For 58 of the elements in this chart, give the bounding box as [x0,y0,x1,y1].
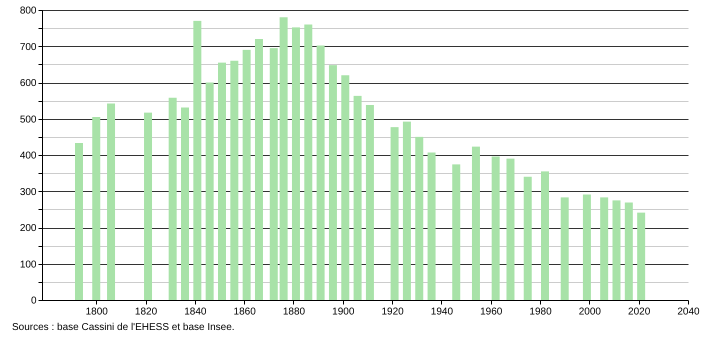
source-note: Sources : base Cassini de l'EHESS et base Insee. [12,322,235,333]
bar [402,122,411,300]
x-tick-label: 1840 [184,306,207,318]
bar [415,136,424,300]
bar [206,82,214,300]
y-tick-label: 100 [20,259,37,270]
bar [304,24,312,300]
y-tick-label: 600 [20,78,37,89]
bar [354,96,362,300]
bar [316,46,325,300]
x-tick-label: 1800 [86,306,108,318]
bar [218,62,226,300]
x-tick-label: 2000 [578,306,602,318]
bar [341,75,350,300]
bar [193,20,202,300]
y-tick-label: 200 [20,223,37,234]
y-tick-label: 700 [20,42,37,53]
bar [452,164,460,300]
bar [428,152,436,300]
x-tick-label: 2040 [677,306,700,318]
bar [612,200,620,300]
bar [292,27,300,300]
y-tick-label: 300 [20,186,37,198]
x-tick-label: 1880 [282,306,306,318]
bar [107,104,116,300]
bar [624,202,633,300]
bar [582,194,591,300]
y-tick-label: 400 [20,150,37,162]
bar [506,158,514,300]
x-tick-label: 1940 [430,306,454,318]
bar [600,197,608,300]
bar [74,143,83,300]
bar [366,104,374,300]
bar [144,112,152,300]
x-tick-label: 1960 [480,306,503,318]
bar [92,116,100,300]
x-tick-label: 1900 [332,306,355,318]
y-tick-label: 0 [30,296,37,306]
x-tick-label: 2020 [628,306,651,318]
bar [168,98,177,300]
bar [328,65,337,300]
bar [472,146,480,300]
bar [540,171,549,300]
bar [254,39,263,300]
bar [637,212,646,300]
bar [524,176,532,300]
y-tick-label: 500 [20,114,37,126]
x-tick-label: 1860 [234,306,256,318]
bar [242,50,251,300]
y-tick-label: 800 [20,6,37,16]
bar [230,60,238,300]
x-tick-label: 1980 [529,306,552,318]
bar [492,156,500,300]
x-tick-label: 1920 [381,306,404,318]
x-tick-label: 1820 [134,306,158,318]
bar [560,197,569,300]
bar [181,108,190,300]
bar [390,127,399,300]
